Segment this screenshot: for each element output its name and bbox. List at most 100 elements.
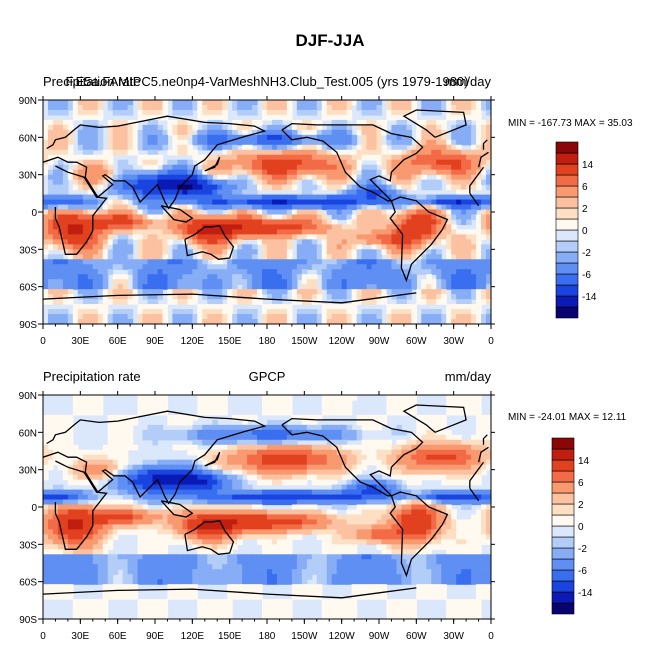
field-cell (67, 254, 74, 260)
field-cell (177, 199, 183, 206)
field-cell (446, 395, 452, 401)
field-cell (67, 439, 74, 446)
field-cell (167, 209, 174, 216)
field-cell (222, 489, 228, 496)
field-cell (47, 434, 54, 441)
field-cell (167, 284, 174, 290)
field-cell (281, 169, 288, 176)
field-cell (431, 149, 437, 156)
field-cell (291, 169, 298, 176)
field-cell (306, 469, 313, 476)
field-cell (82, 249, 89, 255)
field-cell (361, 144, 368, 151)
field-cell (77, 479, 84, 486)
field-cell (286, 269, 293, 275)
field-cell (291, 264, 298, 270)
field-cell (262, 144, 268, 151)
field-cell (341, 264, 348, 270)
field-cell (391, 224, 398, 231)
field-cell (47, 244, 54, 250)
field-cell (237, 414, 243, 421)
field-cell (376, 229, 383, 235)
field-cell (212, 169, 218, 176)
field-cell (286, 174, 293, 181)
field-cell (127, 439, 134, 446)
field-cell (212, 134, 218, 141)
field-cell (486, 459, 491, 466)
field-cell (436, 454, 442, 461)
field-cell (271, 239, 278, 245)
field-cell (92, 229, 99, 235)
field-cell (366, 309, 373, 315)
field-cell (147, 149, 154, 156)
field-cell (72, 469, 79, 476)
field-cell (252, 294, 258, 300)
field-cell (47, 189, 54, 196)
field-cell (366, 214, 373, 221)
field-cell (117, 149, 124, 156)
field-cell (192, 164, 198, 171)
field-cell (426, 184, 432, 191)
field-cell (361, 274, 368, 280)
field-cell (137, 109, 144, 116)
field-cell (421, 219, 427, 226)
field-cell (102, 449, 109, 456)
field-cell (97, 179, 104, 186)
field-cell (77, 284, 84, 290)
field-cell (466, 164, 472, 171)
field-cell (331, 219, 338, 226)
field-cell (421, 434, 427, 441)
field-cell (192, 464, 198, 471)
field-cell (431, 214, 437, 221)
field-cell (441, 204, 447, 211)
field-cell (411, 274, 417, 280)
field-cell (57, 219, 64, 226)
field-cell (157, 109, 164, 116)
field-cell (386, 439, 393, 446)
field-cell (476, 424, 482, 431)
field-cell (396, 179, 402, 186)
field-cell (257, 194, 263, 201)
field-cell (326, 209, 333, 216)
field-cell (72, 304, 79, 310)
field-cell (486, 104, 491, 111)
field-cell (107, 139, 114, 146)
field-cell (152, 199, 159, 206)
field-cell (182, 224, 188, 231)
field-cell (247, 469, 253, 476)
field-cell (471, 264, 477, 270)
field-cell (237, 189, 243, 196)
field-cell (461, 274, 467, 280)
field-cell (311, 194, 318, 201)
field-cell (197, 484, 203, 491)
field-cell (281, 209, 288, 216)
field-cell (276, 439, 283, 446)
field-cell (406, 244, 412, 250)
field-cell (471, 454, 477, 461)
field-cell (331, 179, 338, 186)
field-cell (456, 269, 462, 275)
field-cell (296, 244, 303, 250)
field-cell (306, 289, 313, 295)
field-cell (172, 319, 178, 324)
field-cell (222, 114, 228, 121)
field-cell (97, 169, 104, 176)
field-cell (43, 194, 49, 201)
field-cell (411, 109, 417, 116)
field-cell (47, 309, 54, 315)
field-cell (182, 319, 188, 324)
field-cell (276, 124, 283, 131)
field-cell (102, 189, 109, 196)
field-cell (441, 229, 447, 235)
field-cell (376, 139, 383, 146)
field-cell (356, 204, 363, 211)
field-cell (117, 179, 124, 186)
field-cell (356, 249, 363, 255)
field-cell (252, 214, 258, 221)
field-cell (376, 269, 383, 275)
field-cell (57, 439, 64, 446)
field-cell (301, 109, 308, 116)
field-cell (107, 169, 114, 176)
field-cell (376, 179, 383, 186)
colorbar-swatch (555, 262, 579, 275)
